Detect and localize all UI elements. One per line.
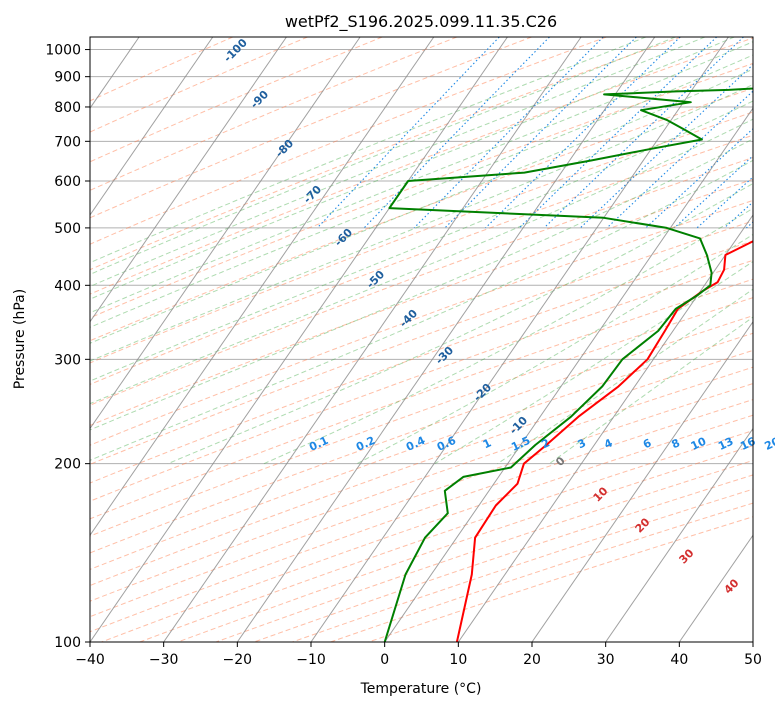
- dry-adiabat: [90, 220, 753, 465]
- dry-adiabat: [90, 178, 753, 426]
- isotherm: [605, 427, 753, 642]
- isotherm: [163, 37, 582, 642]
- mixing-ratio-line-4: [606, 90, 753, 229]
- y-axis-label: Pressure (hPa): [12, 289, 28, 389]
- mixing-ratio-line-8: [673, 155, 753, 229]
- y-tick-label: 1000: [45, 43, 81, 59]
- y-tick-label: 400: [54, 278, 81, 294]
- isotherm: [90, 37, 508, 642]
- x-tick-label: 40: [670, 652, 688, 668]
- moist-adiabat: [549, 316, 753, 465]
- mixing-ratio-line-0.1: [316, 37, 500, 229]
- y-tick-label: 800: [54, 100, 81, 116]
- dry-adiabat: [90, 37, 682, 271]
- dry-adiabat: [90, 37, 383, 163]
- isotherm: [90, 37, 361, 430]
- x-axis-ticks: −40 −30 −20 −10 0 10 20 30 40 50: [75, 642, 762, 668]
- moist-adiabat: [90, 41, 753, 314]
- x-tick-label: −30: [149, 652, 179, 668]
- y-tick-label: 900: [54, 70, 81, 86]
- x-tick-label: 30: [597, 652, 615, 668]
- mixing-ratio-label: 13: [716, 435, 735, 453]
- mixing-ratio-label: 10: [689, 435, 709, 453]
- dry-adiabat: [90, 278, 753, 520]
- moist-adiabat: [90, 54, 753, 328]
- dry-adiabat: [139, 430, 753, 642]
- moist-adiabat: [90, 37, 647, 264]
- dry-adiabat: [90, 87, 753, 342]
- moist-adiabat: [356, 233, 753, 465]
- mixing-ratio-line-1.5: [518, 37, 718, 229]
- mixing-ratio-line-0.2: [363, 37, 550, 229]
- moist-adiabat: [90, 37, 676, 275]
- moist-adiabat: [263, 207, 753, 465]
- mixing-ratio-line-0.6: [444, 37, 637, 229]
- isotherm: [457, 214, 753, 642]
- moist-adiabat: [90, 68, 753, 344]
- x-tick-label: −40: [75, 652, 105, 668]
- y-axis-ticks: 100 200 300 400 500 600 700 800 900 1000: [45, 43, 90, 651]
- moist-adiabat: [90, 138, 753, 431]
- isotherm: [678, 534, 753, 642]
- moist-adiabat: [90, 37, 706, 287]
- x-axis-label: Temperature (°C): [360, 681, 482, 697]
- x-tick-label: 0: [380, 652, 389, 668]
- dry-adiabat: [90, 332, 753, 570]
- dry-adiabat: [177, 445, 753, 642]
- isotherm: [90, 37, 435, 537]
- isotherm: [310, 37, 729, 642]
- x-tick-label: −10: [296, 652, 326, 668]
- dry-adiabat: [90, 349, 753, 587]
- dry-adiabat: [90, 134, 753, 385]
- moist-adiabat: [90, 159, 753, 461]
- dry-adiabat: [90, 37, 607, 245]
- y-tick-label: 200: [54, 457, 81, 473]
- y-tick-label: 500: [54, 221, 81, 237]
- isotherm: [236, 37, 656, 642]
- mixing-ratio-line-1: [485, 37, 681, 229]
- y-tick-label: 600: [54, 174, 81, 190]
- y-tick-label: 100: [54, 635, 81, 651]
- dry-adiabat: [215, 459, 753, 642]
- moist-adiabat: [90, 83, 753, 362]
- y-tick-label: 300: [54, 352, 81, 368]
- x-tick-label: 50: [744, 652, 762, 668]
- isotherm: [531, 320, 753, 642]
- isotherm: [384, 107, 753, 642]
- x-tick-label: 20: [523, 652, 541, 668]
- dry-adiabat: [90, 315, 753, 554]
- mixing-ratio-lines: [316, 37, 753, 229]
- dewpoint-line: [383, 87, 753, 642]
- x-tick-label: 10: [449, 652, 467, 668]
- chart-title: wetPf2_S196.2025.099.11.35.C26: [285, 12, 557, 32]
- dry-adiabat: [254, 474, 753, 642]
- temperature-line: [455, 240, 753, 642]
- profile-series: [383, 87, 753, 642]
- moist-adiabat: [90, 37, 735, 300]
- isotherms: [90, 37, 753, 642]
- mixing-ratio-label: 20: [763, 435, 775, 453]
- dry-adiabat: [90, 240, 753, 484]
- moist-adiabat: [497, 288, 753, 465]
- dry-adiabat: [90, 37, 458, 191]
- moist-adiabats: [90, 37, 753, 465]
- dry-adiabat: [90, 37, 532, 219]
- moist-adiabat: [167, 182, 753, 465]
- isotherm: [90, 37, 287, 323]
- y-tick-label: 700: [54, 134, 81, 150]
- isotherm: [90, 37, 214, 216]
- mixing-ratio-line-0.4: [413, 37, 604, 229]
- plot-frame: [89, 36, 754, 643]
- mixing-ratio-line-3: [579, 63, 753, 229]
- x-tick-label: −20: [223, 652, 253, 668]
- moist-adiabat: [90, 118, 753, 405]
- dry-adiabat: [90, 366, 753, 602]
- moist-adiabat: [434, 260, 753, 465]
